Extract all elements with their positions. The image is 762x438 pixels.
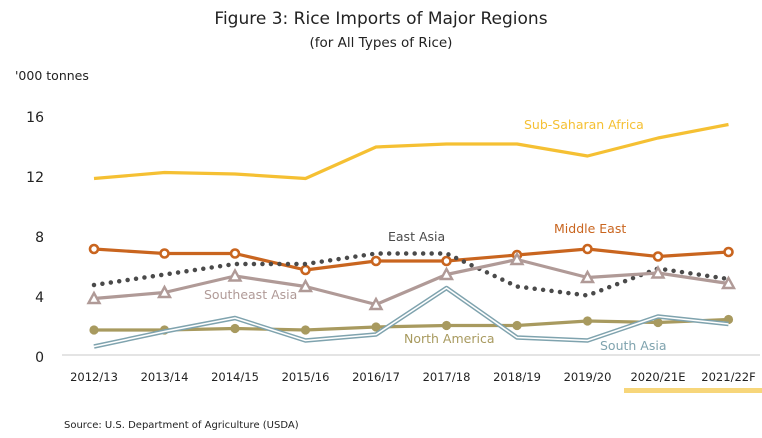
data-point xyxy=(727,323,729,325)
data-point xyxy=(304,177,306,179)
y-tick-label: 4 xyxy=(35,290,44,306)
x-tick-label: 2016/17 xyxy=(352,370,400,384)
data-point xyxy=(582,316,593,326)
data-point xyxy=(163,273,165,275)
data-point xyxy=(586,294,588,296)
series-label-south-asia: South Asia xyxy=(600,338,667,353)
data-point xyxy=(657,315,659,317)
data-point xyxy=(368,296,384,311)
data-point xyxy=(727,123,729,125)
data-point xyxy=(441,255,452,267)
series-middle-east xyxy=(88,243,734,276)
data-point xyxy=(516,336,518,338)
x-tick-label: 2013/14 xyxy=(141,370,189,384)
series-line xyxy=(94,317,729,332)
series-line xyxy=(93,122,729,181)
data-point xyxy=(586,339,588,341)
series-label-southeast-asia: Southeast Asia xyxy=(204,287,297,302)
data-point xyxy=(93,177,95,179)
data-point xyxy=(86,290,102,305)
series-line xyxy=(93,257,729,307)
data-point xyxy=(516,285,518,287)
data-point xyxy=(93,345,95,347)
x-tick-label: 2021/22F xyxy=(701,370,755,384)
data-point xyxy=(304,263,306,265)
data-point xyxy=(89,325,99,335)
series-line-inner xyxy=(93,287,729,348)
y-tick-label: 12 xyxy=(26,170,44,186)
data-point xyxy=(234,263,236,265)
series-line xyxy=(93,247,729,272)
data-point xyxy=(441,320,452,331)
x-tick-label: 2017/18 xyxy=(423,370,471,384)
data-point xyxy=(516,143,518,145)
data-point xyxy=(657,137,659,139)
data-point xyxy=(163,171,165,173)
data-point xyxy=(652,251,664,262)
series-southeast-asia xyxy=(86,251,737,311)
series-north-america xyxy=(89,314,734,335)
data-point xyxy=(300,264,311,276)
x-axis-ticks: 2012/13 2013/14 2014/15 2015/16 2016/17 2017/… xyxy=(70,370,756,384)
data-point xyxy=(304,339,306,341)
data-point xyxy=(723,246,734,258)
series-labels: Sub-Saharan Africa Middle East East Asia So… xyxy=(204,117,667,353)
x-tick-label: 2018/19 xyxy=(493,370,541,384)
data-point xyxy=(300,325,311,335)
y-tick-label: 8 xyxy=(35,230,44,246)
data-point xyxy=(234,317,236,319)
y-tick-label: 0 xyxy=(35,350,44,366)
data-point xyxy=(88,243,100,255)
data-point xyxy=(650,265,666,279)
data-point xyxy=(653,317,663,328)
data-point xyxy=(375,146,377,148)
data-point xyxy=(445,143,447,145)
data-point xyxy=(512,320,522,331)
x-tick-label: 2020/21E xyxy=(630,370,685,384)
data-point xyxy=(297,278,314,293)
data-point xyxy=(445,287,447,289)
y-axis-unit-label: '000 tonnes xyxy=(15,68,89,83)
series-label-north-america: North America xyxy=(404,331,495,346)
data-point xyxy=(370,255,382,267)
data-point xyxy=(375,333,377,335)
y-tick-label: 16 xyxy=(26,110,44,126)
x-tick-label: 2012/13 xyxy=(70,370,118,384)
data-point xyxy=(156,284,173,299)
x-tick-label: 2019/20 xyxy=(564,370,612,384)
series-layer xyxy=(86,122,737,349)
source-note: Source: U.S. Department of Agriculture (… xyxy=(64,420,299,431)
chart-subtitle: (for All Types of Rice) xyxy=(310,35,453,51)
data-point xyxy=(582,243,593,255)
data-point xyxy=(720,275,737,290)
data-point xyxy=(230,323,240,334)
data-point xyxy=(375,252,377,254)
data-point xyxy=(227,268,243,282)
data-point xyxy=(579,269,596,284)
data-point xyxy=(234,173,236,175)
data-point xyxy=(93,284,95,286)
data-point xyxy=(229,248,241,259)
series-label-east-asia: East Asia xyxy=(388,229,445,244)
forecast-highlight-bar xyxy=(624,388,762,393)
data-point xyxy=(163,330,165,332)
data-point xyxy=(586,155,588,157)
data-point xyxy=(509,251,525,266)
data-point xyxy=(445,252,447,254)
series-label-sub-saharan-africa: Sub-Saharan Africa xyxy=(524,117,644,132)
data-point xyxy=(371,322,381,332)
x-tick-label: 2014/15 xyxy=(211,370,259,384)
data-point xyxy=(159,248,170,259)
series-label-middle-east: Middle East xyxy=(554,221,626,236)
y-axis-ticks: 0 4 8 12 16 xyxy=(26,110,44,366)
series-south-asia xyxy=(93,285,729,349)
chart-title: Figure 3: Rice Imports of Major Regions xyxy=(214,9,547,29)
data-point xyxy=(438,266,455,281)
x-tick-label: 2015/16 xyxy=(282,370,330,384)
series-sub-saharan-africa xyxy=(93,122,729,181)
